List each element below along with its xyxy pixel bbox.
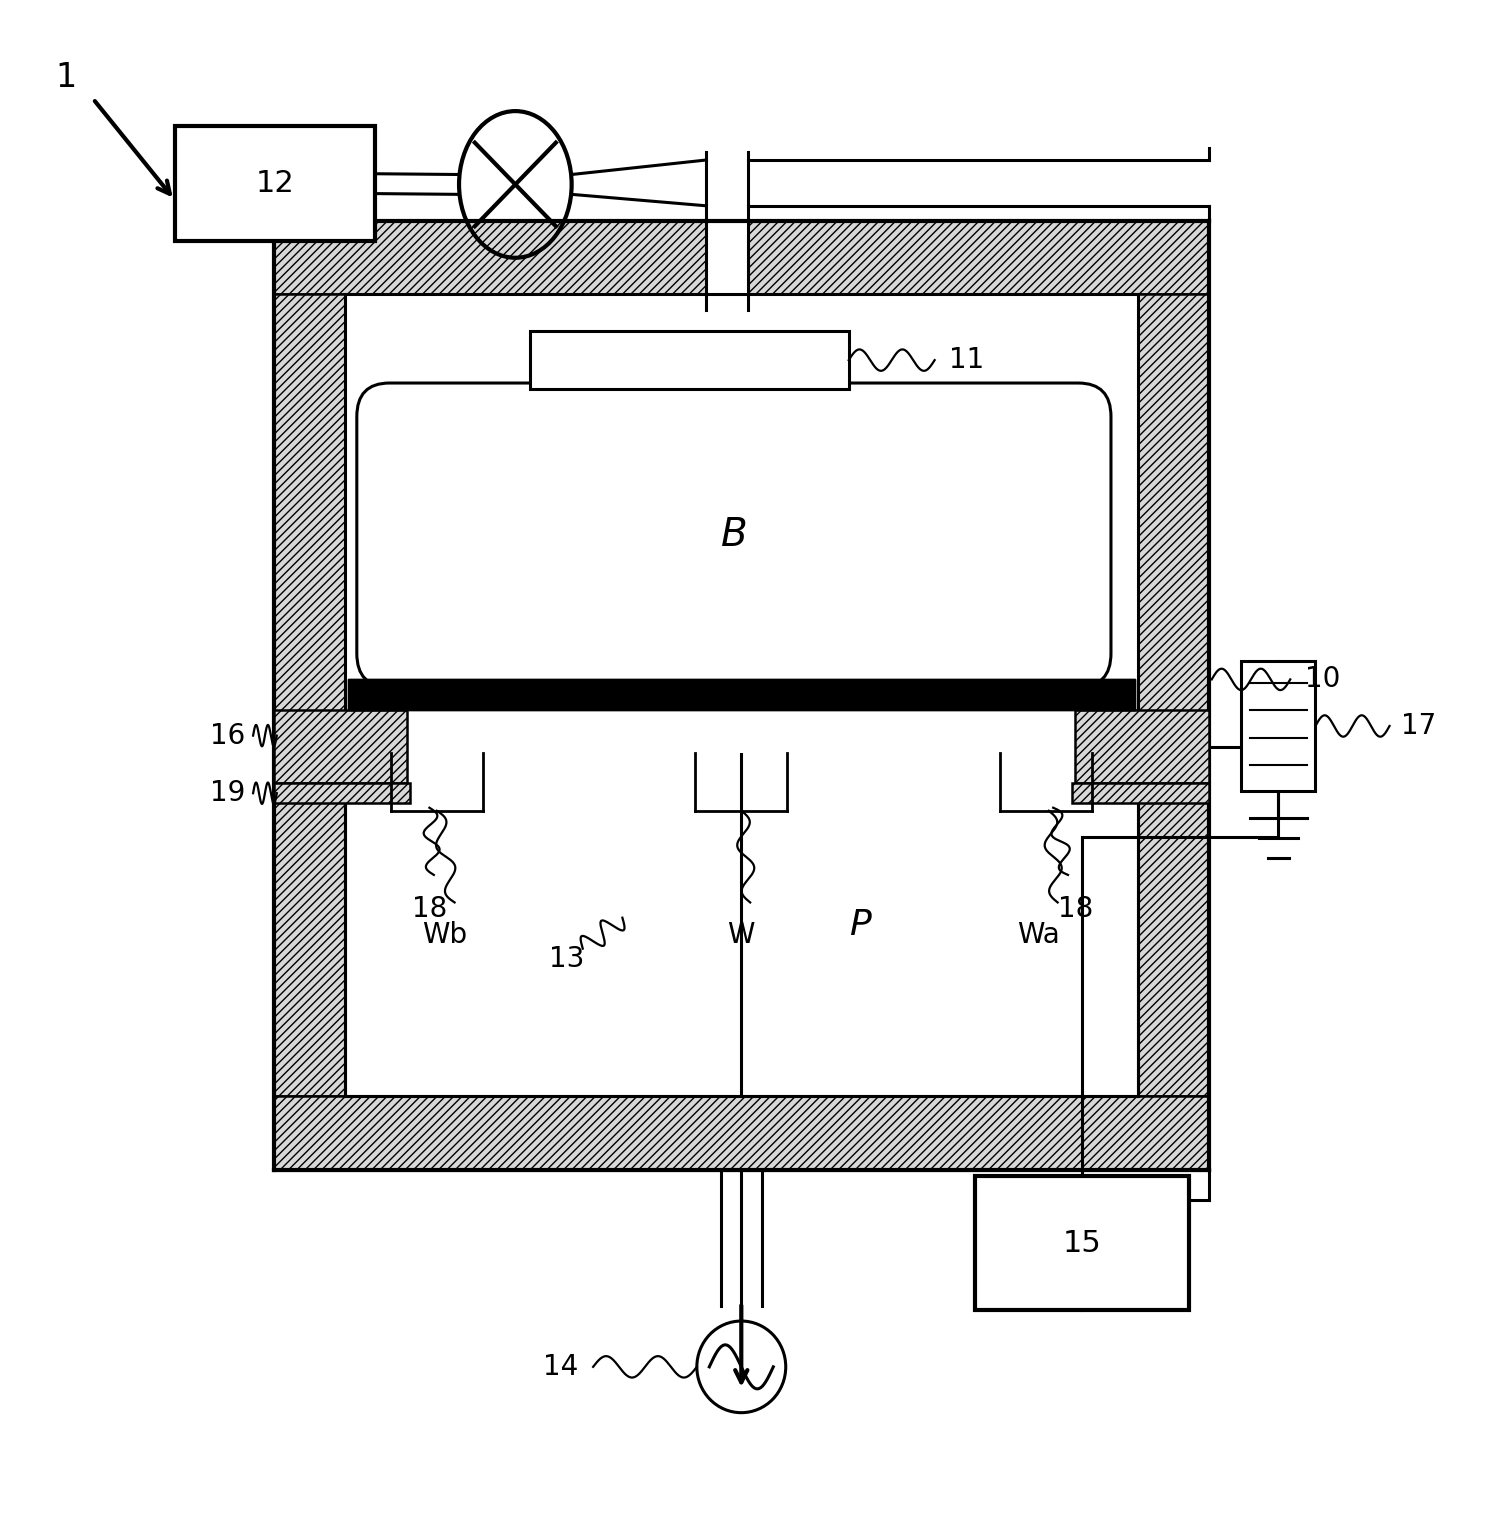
Bar	[1138, 295, 1208, 1097]
Text: 13: 13	[550, 945, 584, 972]
Text: 14: 14	[542, 1353, 578, 1381]
Text: 17: 17	[1402, 713, 1436, 740]
Text: B: B	[721, 516, 746, 554]
Bar	[404, 710, 1079, 783]
Text: 1: 1	[55, 61, 77, 94]
Bar	[974, 1177, 1189, 1310]
FancyBboxPatch shape	[356, 382, 1112, 687]
Text: Wb: Wb	[422, 920, 466, 949]
Text: P: P	[849, 908, 872, 942]
Text: 19: 19	[210, 779, 246, 808]
Text: 11: 11	[949, 346, 985, 375]
Bar	[347, 679, 1135, 710]
Bar	[1241, 660, 1316, 791]
Bar	[174, 126, 374, 241]
Text: Wa: Wa	[1018, 920, 1059, 949]
Bar	[346, 753, 1138, 1097]
Text: 12: 12	[255, 169, 294, 198]
Bar	[530, 332, 849, 389]
Bar	[274, 221, 1208, 295]
Text: 15: 15	[1062, 1229, 1101, 1258]
Bar	[274, 783, 410, 803]
Bar	[1076, 710, 1208, 783]
Text: 18: 18	[411, 895, 447, 923]
Bar	[274, 710, 407, 783]
Bar	[1073, 783, 1208, 803]
Bar	[274, 295, 346, 1097]
Text: 18: 18	[1058, 895, 1094, 923]
Text: W: W	[727, 920, 755, 949]
Bar	[274, 1097, 1208, 1170]
Bar	[706, 221, 748, 295]
Text: 10: 10	[1305, 665, 1341, 693]
Bar	[347, 679, 1135, 710]
Bar	[407, 679, 1076, 753]
Text: 16: 16	[210, 722, 246, 750]
Bar	[346, 295, 1138, 1097]
